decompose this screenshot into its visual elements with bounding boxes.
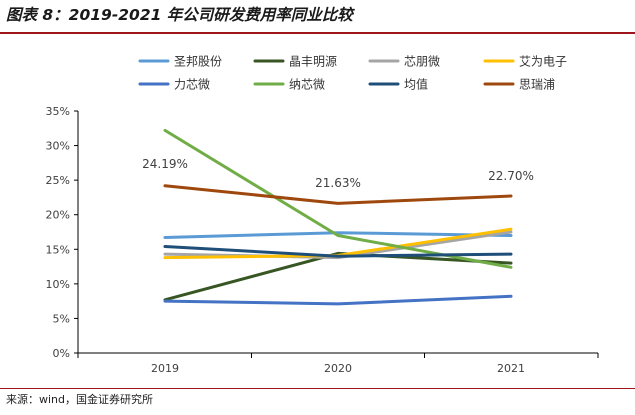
y-tick-label: 20% — [46, 209, 70, 222]
x-axis: 2019 2020 2021 — [77, 352, 599, 375]
y-tick-label: 5% — [53, 312, 70, 325]
data-label: 22.70% — [488, 169, 534, 183]
legend-label: 芯朋微 — [404, 55, 440, 69]
series-line — [163, 294, 513, 306]
y-tick-label: 30% — [46, 140, 70, 153]
y-tick-label: 25% — [46, 174, 70, 187]
y-tick-label: 0% — [53, 347, 70, 360]
x-tick-label: 2020 — [324, 362, 352, 375]
data-label: 21.63% — [315, 176, 361, 190]
legend-label: 艾为电子 — [519, 55, 567, 69]
data-label: 24.19% — [142, 157, 188, 171]
series-line — [163, 251, 513, 302]
legend-label: 均值 — [404, 77, 428, 92]
figure-title: 图表 8：2019-2021 年公司研发费用率同业比较 — [6, 6, 353, 24]
x-tick-label: 2019 — [151, 362, 179, 375]
legend-label: 纳芯微 — [289, 78, 325, 92]
series-lines — [163, 128, 513, 306]
legend-label: 力芯微 — [174, 78, 210, 92]
y-tick-label: 35% — [46, 105, 70, 118]
legend-label: 思瑞浦 — [519, 78, 555, 92]
legend-label: 圣邦股份 — [174, 55, 222, 69]
series-line — [163, 231, 513, 239]
legend-label: 晶丰明源 — [289, 55, 337, 69]
y-tick-label: 15% — [46, 243, 70, 256]
source-note: 来源：wind，国金证券研究所 — [6, 393, 154, 406]
title-divider — [0, 32, 635, 34]
y-tick-label: 10% — [46, 278, 70, 291]
x-tick-label: 2021 — [497, 362, 525, 375]
footer-divider — [0, 388, 635, 389]
series-line — [163, 184, 513, 205]
y-axis: 0% 5% 10% 15% 20% 25% 30% 35% — [46, 105, 79, 360]
data-labels: 24.19% 21.63% 22.70% — [142, 157, 534, 190]
series-line — [163, 128, 513, 269]
series-line — [163, 245, 513, 258]
